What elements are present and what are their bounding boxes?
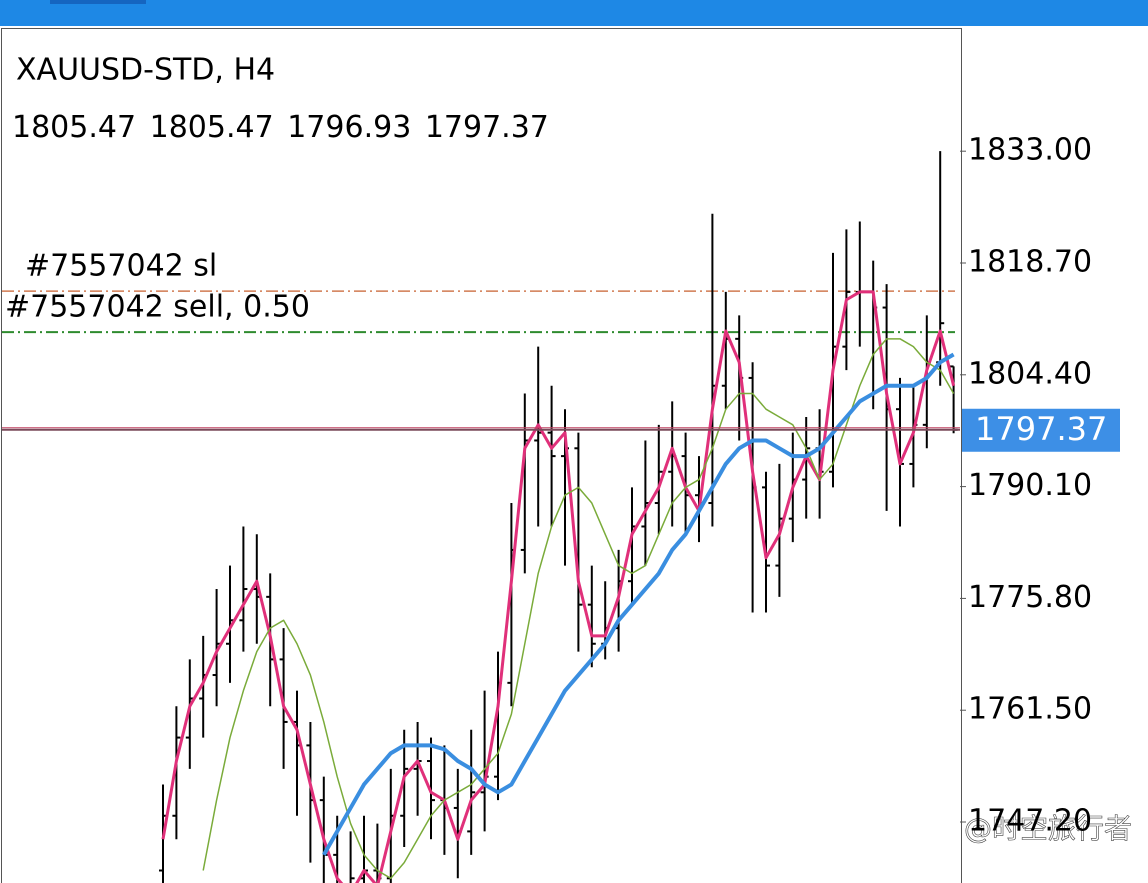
chart-frame — [1, 28, 962, 883]
chart-title: XAUUSD-STD, H4 — [16, 53, 275, 88]
price-label-box — [962, 408, 1120, 452]
tab[interactable] — [50, 0, 146, 4]
y-tick-label: 1761.50 — [968, 692, 1092, 727]
watermark: @时空旅行者 — [964, 812, 1132, 845]
y-tick-label: 1804.40 — [968, 356, 1092, 391]
low-value: 1796.93 — [287, 110, 411, 145]
moving-average — [161, 290, 956, 883]
y-tick-label: 1818.70 — [968, 244, 1092, 279]
high-value: 1805.47 — [150, 110, 274, 145]
ohlc-header: 1805.47 1805.47 1796.93 1797.37 — [12, 110, 549, 145]
order-label: #7557042 sell, 0.50 — [5, 290, 310, 325]
top-bar — [0, 0, 1148, 26]
order-label: #7557042 sl — [25, 249, 217, 284]
open-value: 1805.47 — [12, 110, 136, 145]
y-tick-label: 1833.00 — [968, 133, 1092, 168]
price-label: 1797.37 — [975, 410, 1107, 448]
moving-average — [322, 352, 955, 856]
close-value: 1797.37 — [425, 110, 549, 145]
y-tick-label: 1775.80 — [968, 580, 1092, 615]
y-tick-label: 1747.20 — [968, 804, 1092, 839]
moving-average — [202, 338, 955, 880]
y-tick-label: 1790.10 — [968, 468, 1092, 503]
